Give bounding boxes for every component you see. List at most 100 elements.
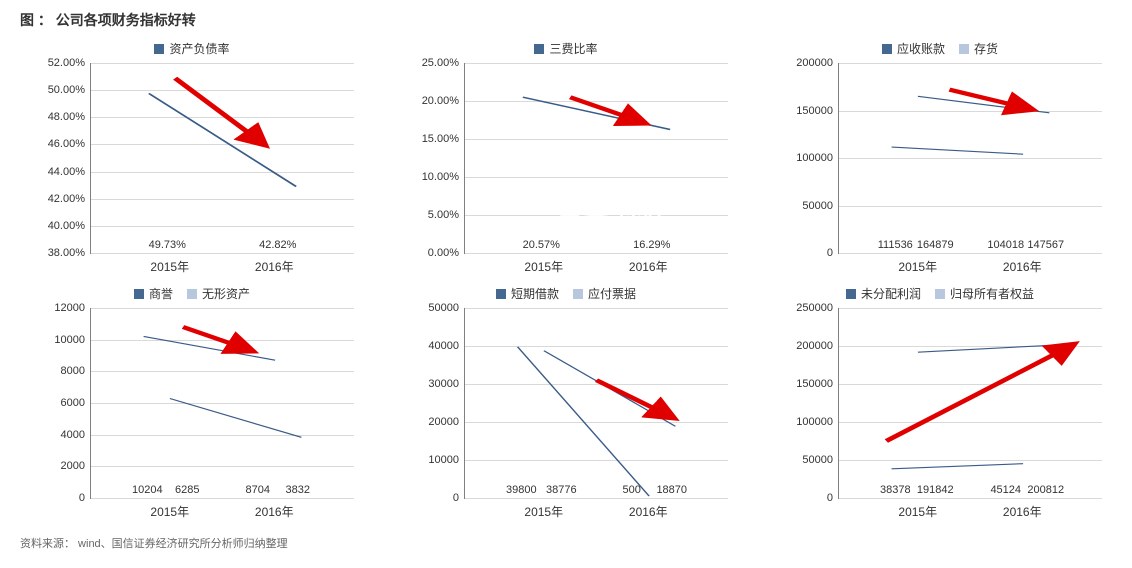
legend-swatch	[935, 289, 945, 299]
bar-value-label: 49.73%	[149, 239, 186, 253]
x-axis: 2015年 2016年	[90, 499, 354, 520]
chart-panel-c5: 短期借款应付票据01000020000300004000050000398003…	[394, 285, 738, 520]
ytick-label: 100000	[796, 152, 839, 164]
xtick-label: 2015年	[898, 258, 937, 275]
xtick-label: 2015年	[524, 503, 563, 520]
legend-label: 三费比率	[549, 40, 597, 57]
chart-panel-c6: 未分配利润归母所有者权益0500001000001500002000002500…	[768, 285, 1112, 520]
bar-value-label: 8704	[245, 484, 269, 498]
ytick-label: 0	[453, 492, 465, 504]
bars-container: 39800 38776 500 18870	[465, 308, 728, 498]
bar-value-label: 500	[623, 484, 641, 498]
x-axis: 2015年2016年	[838, 499, 1102, 520]
legend-swatch	[534, 44, 544, 54]
plot-area: 38.00%40.00%42.00%44.00%46.00%48.00%50.0…	[90, 63, 354, 254]
xtick-label: 2016年	[255, 258, 294, 275]
ytick-label: 6000	[61, 397, 91, 409]
legend: 资产负债率	[20, 40, 364, 57]
legend: 三费比率	[394, 40, 738, 57]
xtick-label: 2016年	[629, 503, 668, 520]
ytick-label: 0	[79, 492, 91, 504]
ytick-label: 25.00%	[422, 57, 465, 69]
bar-value-label: 147567	[1027, 239, 1064, 253]
chart-panel-c4: 商誉无形资产 0200040006000800010000120001020462…	[20, 285, 364, 520]
ytick-label: 12000	[54, 302, 91, 314]
ytick-label: 48.00%	[48, 111, 91, 123]
xtick-label: 2015年	[150, 503, 189, 520]
ytick-label: 2000	[61, 460, 91, 472]
xtick-label: 2015年	[150, 258, 189, 275]
ytick-label: 5.00%	[428, 209, 465, 221]
legend-item: 短期借款	[496, 285, 559, 302]
bar-value-label: 45124	[990, 484, 1021, 498]
bar-value-label: 3832	[285, 484, 309, 498]
ytick-label: 44.00%	[48, 166, 91, 178]
xtick-label: 2016年	[1003, 258, 1042, 275]
gridline	[465, 253, 728, 254]
bar-value-label: 38776	[546, 484, 577, 498]
ytick-label: 42.00%	[48, 193, 91, 205]
legend-swatch	[187, 289, 197, 299]
ytick-label: 0	[827, 492, 839, 504]
chart-panel-c3: 应收账款存货 0 50000 100000 150000 2000001115361648…	[768, 40, 1112, 275]
bar-value-label: 38378	[880, 484, 911, 498]
x-axis: 2015年 2016年	[90, 254, 354, 275]
ytick-label: 38.00%	[48, 247, 91, 259]
source-text: 资料来源： wind、国信证券经济研究所分析师归纳整理	[20, 535, 1112, 551]
ytick-label: 10.00%	[422, 171, 465, 183]
bars-container: 111536164879104018147567	[839, 63, 1102, 253]
plot-area: 0.00%5.00%10.00%15.00%20.00%25.00%20.57%…	[464, 63, 728, 254]
chart-panel-c2: 三费比率 0.00%5.00%10.00%15.00%20.00%25.00%20…	[394, 40, 738, 275]
ytick-label: 250000	[796, 302, 839, 314]
bar-value-label: 200812	[1027, 484, 1064, 498]
legend-swatch	[134, 289, 144, 299]
bar-value-label: 10204	[132, 484, 163, 498]
xtick-label: 2015年	[524, 258, 563, 275]
ytick-label: 10000	[428, 454, 465, 466]
legend-item: 存货	[959, 40, 998, 57]
bars-container: 38378 191842 45124 200812	[839, 308, 1102, 498]
legend: 商誉无形资产	[20, 285, 364, 302]
xtick-label: 2016年	[1003, 503, 1042, 520]
bar-value-label: 39800	[506, 484, 537, 498]
legend-item: 商誉	[134, 285, 173, 302]
bars-container: 20.57%16.29%	[465, 63, 728, 253]
bar-value-label: 104018	[987, 239, 1024, 253]
ytick-label: 200000	[796, 57, 839, 69]
x-axis: 2015年 2016年	[838, 254, 1102, 275]
ytick-label: 40.00%	[48, 220, 91, 232]
ytick-label: 52.00%	[48, 57, 91, 69]
ytick-label: 50000	[802, 200, 839, 212]
ytick-label: 200000	[796, 340, 839, 352]
ytick-label: 150000	[796, 105, 839, 117]
legend-item: 三费比率	[534, 40, 597, 57]
legend-item: 归母所有者权益	[935, 285, 1034, 302]
gridline	[839, 253, 1102, 254]
legend: 应收账款存货	[768, 40, 1112, 57]
ytick-label: 15.00%	[422, 133, 465, 145]
bar-value-label: 111536	[878, 239, 913, 253]
ytick-label: 40000	[428, 340, 465, 352]
ytick-label: 0	[827, 247, 839, 259]
legend: 未分配利润归母所有者权益	[768, 285, 1112, 302]
plot-area: 0100002000030000400005000039800387765001…	[464, 308, 728, 499]
bar-value-label: 18870	[656, 484, 687, 498]
xtick-label: 2016年	[255, 503, 294, 520]
legend-item: 应收账款	[882, 40, 945, 57]
bars-container: 10204628587043832	[91, 308, 354, 498]
legend-item: 未分配利润	[846, 285, 921, 302]
ytick-label: 50000	[802, 454, 839, 466]
legend-label: 未分配利润	[861, 285, 921, 302]
x-axis: 2015年 2016年	[464, 499, 728, 520]
ytick-label: 20000	[428, 416, 465, 428]
plot-area: 0200040006000800010000120001020462858704…	[90, 308, 354, 499]
charts-grid: 资产负债率 38.00%40.00%42.00%44.00%46.00%48.00…	[20, 40, 1112, 520]
legend-item: 应付票据	[573, 285, 636, 302]
ytick-label: 8000	[61, 365, 91, 377]
bar-value-label: 20.57%	[523, 239, 560, 253]
legend-swatch	[154, 44, 164, 54]
legend: 短期借款应付票据	[394, 285, 738, 302]
bar-value-label: 191842	[917, 484, 954, 498]
legend-label: 资产负债率	[169, 40, 229, 57]
legend-item: 无形资产	[187, 285, 250, 302]
